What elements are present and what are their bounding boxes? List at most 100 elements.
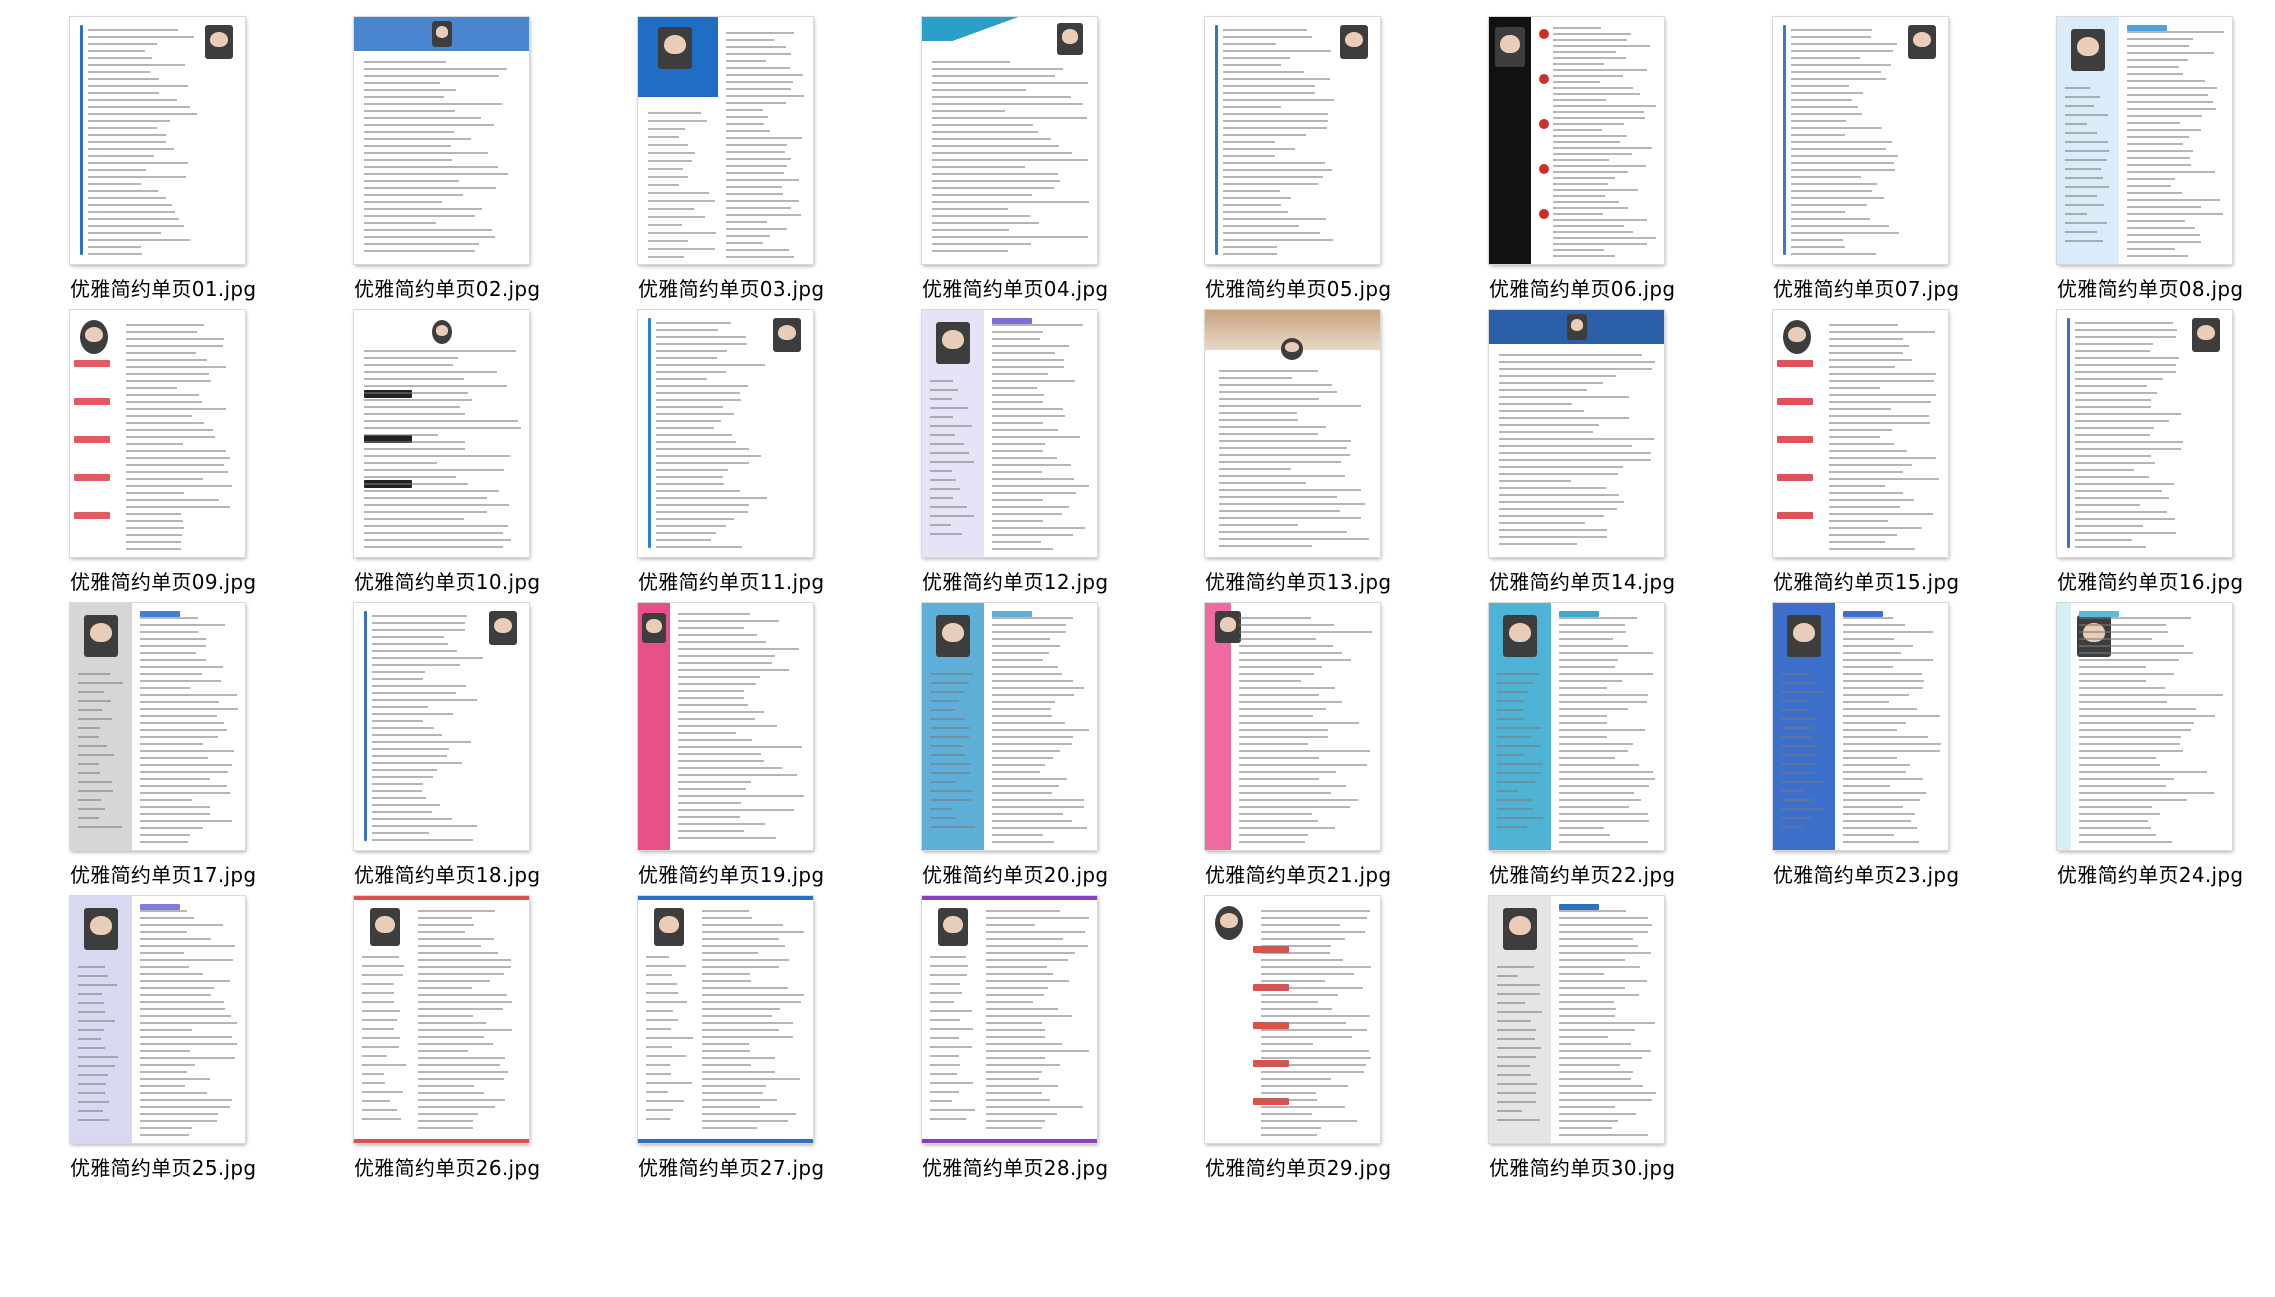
file-item[interactable]: 优雅简约单页04.jpg xyxy=(922,17,1182,302)
file-thumbnail[interactable] xyxy=(1489,603,1664,850)
text-line xyxy=(78,817,99,819)
text-line xyxy=(986,1057,1045,1059)
text-line xyxy=(1829,478,1939,480)
text-line xyxy=(932,187,1054,189)
text-line xyxy=(1843,785,1890,787)
file-item[interactable]: 优雅简约单页02.jpg xyxy=(354,17,614,302)
sidebar xyxy=(2057,603,2071,850)
text-line xyxy=(364,385,507,387)
file-item[interactable]: 优雅简约单页16.jpg xyxy=(2057,310,2275,595)
text-line xyxy=(1239,701,1342,703)
file-thumbnail[interactable] xyxy=(638,310,813,557)
file-thumbnail[interactable] xyxy=(1205,603,1380,850)
file-item[interactable]: 优雅简约单页01.jpg xyxy=(70,17,330,302)
file-thumbnail[interactable] xyxy=(922,310,1097,557)
file-thumbnail[interactable] xyxy=(922,603,1097,850)
text-line xyxy=(1499,501,1624,503)
text-line xyxy=(1239,673,1314,675)
text-line xyxy=(656,336,746,338)
file-thumbnail[interactable] xyxy=(70,896,245,1143)
file-item[interactable]: 优雅简约单页10.jpg xyxy=(354,310,614,595)
file-thumbnail[interactable] xyxy=(354,896,529,1143)
file-thumbnail[interactable] xyxy=(70,603,245,850)
file-thumbnail[interactable] xyxy=(354,17,529,264)
file-thumbnail[interactable] xyxy=(1205,17,1380,264)
text-line xyxy=(1843,652,1901,654)
file-item[interactable]: 优雅简约单页08.jpg xyxy=(2057,17,2275,302)
text-line xyxy=(930,745,963,747)
file-thumbnail[interactable] xyxy=(922,17,1097,264)
file-item[interactable]: 优雅简约单页06.jpg xyxy=(1489,17,1749,302)
section-title xyxy=(2127,25,2167,31)
file-item[interactable]: 优雅简约单页12.jpg xyxy=(922,310,1182,595)
text-line xyxy=(992,457,1057,459)
text-line xyxy=(1261,910,1370,912)
text-line xyxy=(1553,141,1620,143)
text-line xyxy=(992,778,1067,780)
text-line xyxy=(1791,113,1862,115)
file-thumbnail[interactable] xyxy=(2057,310,2232,557)
file-item[interactable]: 优雅简约单页15.jpg xyxy=(1773,310,2033,595)
file-item[interactable]: 优雅简约单页14.jpg xyxy=(1489,310,1749,595)
file-item[interactable]: 优雅简约单页13.jpg xyxy=(1205,310,1465,595)
text-line xyxy=(126,471,228,473)
file-thumbnail[interactable] xyxy=(70,310,245,557)
text-line xyxy=(930,682,969,684)
file-item[interactable]: 优雅简约单页20.jpg xyxy=(922,603,1182,888)
file-thumbnail[interactable] xyxy=(2057,603,2232,850)
file-item[interactable]: 优雅简约单页28.jpg xyxy=(922,896,1182,1181)
file-thumbnail[interactable] xyxy=(1773,310,1948,557)
file-item[interactable]: 优雅简约单页22.jpg xyxy=(1489,603,1749,888)
text-line xyxy=(1559,1064,1620,1066)
file-item[interactable]: 优雅简约单页23.jpg xyxy=(1773,603,2033,888)
file-thumbnail[interactable] xyxy=(1489,310,1664,557)
text-line xyxy=(1239,645,1333,647)
file-item[interactable]: 优雅简约单页19.jpg xyxy=(638,603,898,888)
text-line xyxy=(418,987,472,989)
file-thumbnail[interactable] xyxy=(354,603,529,850)
text-line xyxy=(364,357,458,359)
text-line xyxy=(1843,638,1894,640)
text-line xyxy=(364,222,436,224)
file-item[interactable]: 优雅简约单页05.jpg xyxy=(1205,17,1465,302)
file-item[interactable]: 优雅简约单页09.jpg xyxy=(70,310,330,595)
file-thumbnail[interactable] xyxy=(2057,17,2232,264)
text-line xyxy=(646,1064,670,1066)
file-thumbnail[interactable] xyxy=(1205,310,1380,557)
file-item[interactable]: 优雅简约单页07.jpg xyxy=(1773,17,2033,302)
text-line xyxy=(1239,771,1336,773)
file-thumbnail[interactable] xyxy=(1205,896,1380,1143)
file-name: 优雅简约单页12.jpg xyxy=(922,570,1109,594)
text-line xyxy=(1791,85,1849,87)
file-item[interactable]: 优雅简约单页26.jpg xyxy=(354,896,614,1181)
text-line xyxy=(2075,350,2150,352)
file-thumbnail[interactable] xyxy=(1489,896,1664,1143)
text-line xyxy=(372,685,466,687)
text-line xyxy=(140,1071,187,1073)
file-thumbnail[interactable] xyxy=(638,17,813,264)
file-item[interactable]: 优雅简约单页24.jpg xyxy=(2057,603,2275,888)
text-line xyxy=(1843,806,1903,808)
file-item[interactable]: 优雅简约单页18.jpg xyxy=(354,603,614,888)
text-line xyxy=(2075,371,2176,373)
text-line xyxy=(1219,517,1361,519)
file-thumbnail[interactable] xyxy=(70,17,245,264)
file-item[interactable]: 优雅简约单页11.jpg xyxy=(638,310,898,595)
file-item[interactable]: 优雅简约单页27.jpg xyxy=(638,896,898,1181)
text-line xyxy=(1239,659,1351,661)
file-item[interactable]: 优雅简约单页03.jpg xyxy=(638,17,898,302)
file-item[interactable]: 优雅简约单页17.jpg xyxy=(70,603,330,888)
file-item[interactable]: 优雅简约单页30.jpg xyxy=(1489,896,1749,1181)
file-item[interactable]: 优雅简约单页25.jpg xyxy=(70,896,330,1181)
file-item[interactable]: 优雅简约单页29.jpg xyxy=(1205,896,1465,1181)
file-thumbnail[interactable] xyxy=(922,896,1097,1143)
file-thumbnail[interactable] xyxy=(1773,603,1948,850)
file-thumbnail[interactable] xyxy=(354,310,529,557)
file-item[interactable]: 优雅简约单页21.jpg xyxy=(1205,603,1465,888)
file-thumbnail[interactable] xyxy=(1489,17,1664,264)
text-line xyxy=(140,624,225,626)
file-thumbnail[interactable] xyxy=(1773,17,1948,264)
text-line xyxy=(1219,531,1347,533)
file-thumbnail[interactable] xyxy=(638,896,813,1143)
file-thumbnail[interactable] xyxy=(638,603,813,850)
